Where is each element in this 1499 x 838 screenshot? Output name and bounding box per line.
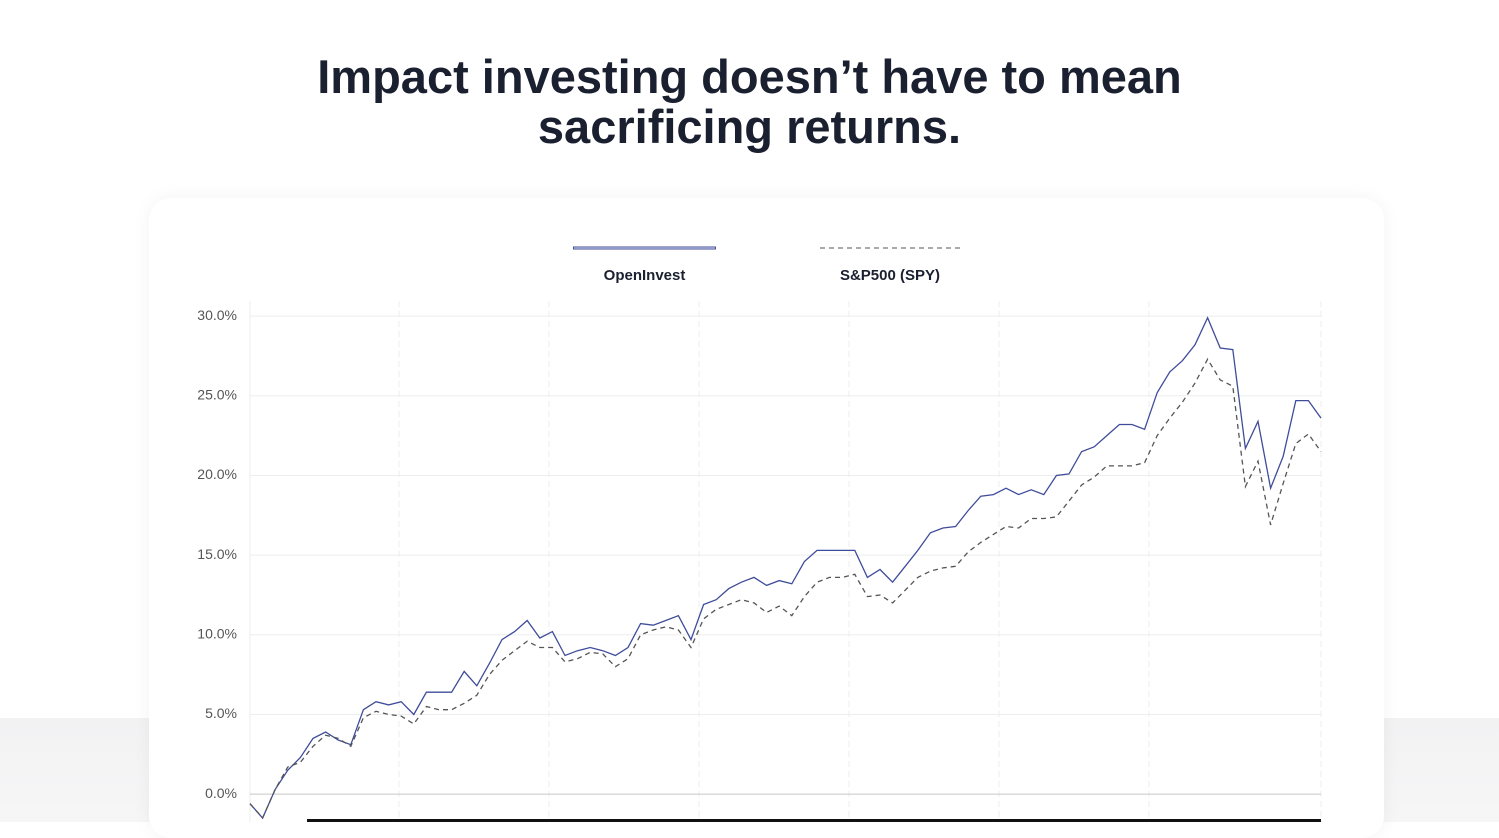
y-tick-label: 0.0% <box>205 785 237 801</box>
headline: Impact investing doesn’t have to mean sa… <box>0 52 1499 152</box>
y-tick-label: 5.0% <box>205 705 237 721</box>
legend-label: S&P500 (SPY) <box>840 267 940 284</box>
series-line <box>249 357 1322 820</box>
y-tick-label: 10.0% <box>197 626 237 642</box>
chart-card <box>149 198 1384 838</box>
y-tick-label: 25.0% <box>197 387 237 403</box>
chart-title: Impact investing doesn’t have to mean sa… <box>317 50 1182 153</box>
y-tick-label: 20.0% <box>197 466 237 482</box>
legend-label: OpenInvest <box>604 267 686 284</box>
y-tick-label: 15.0% <box>197 546 237 562</box>
y-tick-label: 30.0% <box>197 307 237 323</box>
vertical-grid <box>398 301 1322 822</box>
scrollbar <box>307 819 1321 822</box>
series-line <box>249 316 1322 820</box>
